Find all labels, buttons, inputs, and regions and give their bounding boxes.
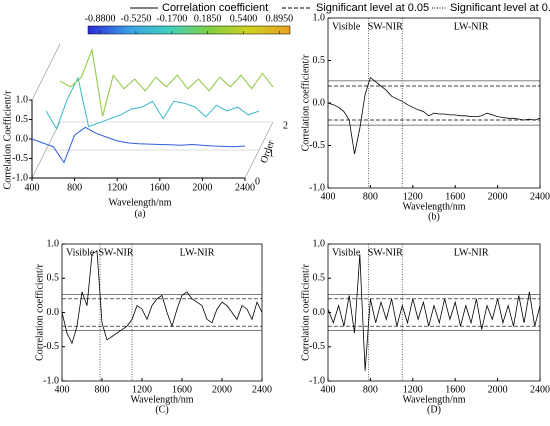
y-tick-label: 1.0 — [16, 94, 29, 105]
y-tick-label: 0.0 — [16, 133, 29, 144]
correlation-line — [31, 126, 246, 164]
plot-frame — [327, 243, 541, 382]
region-label: LW-NIR — [180, 247, 215, 258]
x-tick-label: 2000 — [488, 191, 508, 202]
x-tick-label: 2000 — [488, 384, 508, 395]
correlation-line — [45, 76, 260, 130]
y-tick-label: -0.5 — [309, 341, 325, 352]
y-tick-label: -1.0 — [309, 182, 325, 193]
panel-label: (a) — [134, 208, 145, 219]
y-tick-label: 1.0 — [47, 238, 60, 249]
correlation-line — [61, 250, 263, 345]
x-tick-label: 1200 — [132, 384, 152, 395]
region-label: Visible — [66, 247, 95, 258]
x-tick-label: 2000 — [192, 182, 212, 193]
legend: Correlation coefficient Significant leve… — [130, 2, 550, 14]
z-tick-label: 1 — [269, 148, 274, 159]
panel-label: (b) — [428, 211, 440, 222]
x-tick-label: 2400 — [252, 384, 272, 395]
axis-line — [31, 43, 61, 101]
correlation-line — [59, 47, 274, 117]
y-tick-label: -0.5 — [309, 140, 325, 151]
x-tick-label: 2400 — [235, 182, 255, 193]
x-tick-label: 800 — [95, 384, 110, 395]
legend-label: Significant level at 0.05 — [316, 2, 429, 14]
correlation-line — [327, 254, 541, 371]
colorbar-tick-label: 0.1850 — [194, 13, 222, 24]
colorbar-tick-label: 0.5400 — [230, 13, 258, 24]
colorbar-tick-label: -0.1700 — [156, 13, 187, 24]
y-tick-label: -0.5 — [12, 153, 28, 164]
x-tick-label: 800 — [363, 191, 378, 202]
colorbar — [87, 25, 291, 35]
region-label: Visible — [332, 247, 361, 258]
plot-frame — [327, 17, 541, 189]
y-tick-label: 0.0 — [47, 307, 60, 318]
x-tick-label: 1600 — [445, 384, 465, 395]
panel-label: (C) — [155, 404, 168, 415]
x-tick-label: 2400 — [530, 384, 550, 395]
region-label: SW-NIR — [368, 247, 403, 258]
x-axis-label: Wavelength/nm — [108, 197, 171, 208]
y-axis-label: Correlation coefficient/r — [34, 263, 45, 360]
x-tick-label: 1600 — [445, 191, 465, 202]
x-tick-label: 2400 — [530, 191, 550, 202]
z-axis-label: Order — [259, 138, 278, 164]
x-tick-label: 800 — [67, 182, 82, 193]
region-label: SW-NIR — [368, 21, 403, 32]
correlation-line — [327, 76, 541, 155]
x-tick-label: 1600 — [150, 182, 170, 193]
x-axis-label: Wavelength/nm — [402, 201, 465, 212]
y-tick-label: -1.0 — [309, 375, 325, 386]
y-tick-label: 0.5 — [313, 55, 326, 66]
x-tick-label: 400 — [321, 384, 336, 395]
x-tick-label: 1200 — [403, 384, 423, 395]
panel-label: (D) — [427, 404, 441, 415]
z-tick-label: 0 — [255, 176, 260, 187]
legend-label: Significant level at 0.01 — [450, 2, 550, 14]
y-tick-label: 0.5 — [16, 114, 29, 125]
x-tick-label: 400 — [25, 182, 40, 193]
y-axis-label: Correlation coefficient/r — [300, 54, 311, 151]
y-tick-label: 0.5 — [47, 273, 60, 284]
y-tick-label: 1.0 — [313, 238, 326, 249]
colorbar-tick-label: -0.8800 — [85, 13, 116, 24]
x-tick-label: 2000 — [212, 384, 232, 395]
y-tick-label: 0.0 — [313, 307, 326, 318]
z-tick-label: 2 — [283, 120, 288, 131]
x-axis-label: Wavelength/nm — [130, 394, 193, 405]
x-tick-label: 1600 — [172, 384, 192, 395]
y-tick-label: 1.0 — [313, 12, 326, 23]
x-tick-label: 800 — [363, 384, 378, 395]
y-tick-label: -1.0 — [43, 375, 59, 386]
legend-label: Correlation coefficient — [162, 2, 268, 14]
y-axis-label: Correlation Coefficient/r — [2, 90, 13, 190]
colorbar-tick-label: 0.8950 — [266, 13, 294, 24]
x-tick-label: 400 — [321, 191, 336, 202]
colorbar-tick-label: -0.5250 — [121, 13, 152, 24]
x-axis-label: Wavelength/nm — [402, 394, 465, 405]
region-label: SW-NIR — [99, 247, 134, 258]
region-label: Visible — [332, 21, 361, 32]
region-label: LW-NIR — [454, 247, 489, 258]
y-tick-label: 0.5 — [313, 273, 326, 284]
x-tick-label: 1200 — [107, 182, 127, 193]
y-axis-label: Correlation coefficient/r — [300, 263, 311, 360]
region-label: LW-NIR — [454, 21, 489, 32]
y-tick-label: 0.0 — [313, 97, 326, 108]
y-tick-label: -1.0 — [12, 172, 28, 183]
x-tick-label: 400 — [55, 384, 70, 395]
y-tick-label: -0.5 — [43, 341, 59, 352]
x-tick-label: 1200 — [403, 191, 423, 202]
